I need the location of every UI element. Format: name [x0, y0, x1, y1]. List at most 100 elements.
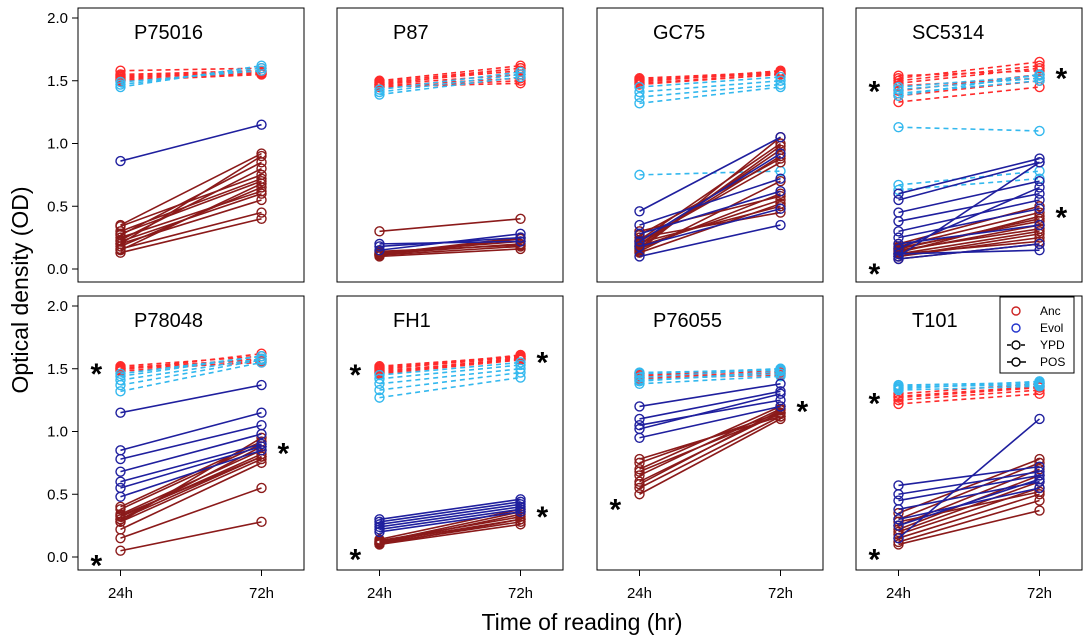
panel-fh1: FH1 * * * * 24h 72h [336, 295, 564, 602]
data-point [775, 364, 786, 376]
data-line [379, 500, 521, 523]
data-line [898, 389, 1040, 401]
data-point [115, 545, 126, 556]
data-line [898, 509, 1040, 546]
data-point [256, 173, 267, 184]
data-point [893, 251, 904, 262]
data-point [893, 504, 904, 515]
series-evol-ypd [115, 351, 267, 397]
panel-p76055: P76055 * * 24h 72h [596, 295, 824, 602]
data-line [120, 72, 262, 78]
series-evol-ypd [115, 60, 267, 93]
significance-star: * [278, 437, 290, 470]
data-point [893, 381, 904, 392]
y-axis-title: Optical density (OD) [7, 186, 33, 393]
data-line [379, 82, 521, 88]
data-point [634, 374, 645, 386]
data-line [639, 142, 781, 241]
data-line [898, 67, 1040, 85]
data-point [115, 466, 126, 477]
data-line [120, 455, 262, 517]
series-anc-pos [115, 432, 267, 556]
data-line [898, 478, 1040, 527]
data-point [115, 491, 126, 502]
data-line [379, 218, 521, 233]
data-point [775, 71, 786, 83]
panel-p87: P87 [336, 7, 564, 283]
series-anc-ypd [634, 65, 786, 90]
legend-label: Evol [1040, 321, 1063, 335]
data-line [379, 503, 521, 526]
data-point [1034, 486, 1045, 497]
data-point [256, 407, 267, 418]
y-tick-label: 2.0 [47, 10, 68, 27]
data-point [515, 353, 526, 364]
data-line [898, 487, 1040, 521]
legend-label: Anc [1040, 304, 1061, 318]
data-line [639, 415, 781, 489]
data-point [1034, 379, 1045, 391]
data-point [775, 185, 786, 197]
data-point [634, 466, 645, 477]
data-line [898, 490, 1040, 523]
data-line [639, 76, 781, 88]
series-evol-pos [374, 228, 526, 256]
data-line [898, 385, 1040, 398]
data-line [379, 367, 521, 385]
data-point [515, 213, 526, 225]
series-anc-pos [374, 213, 526, 262]
data-point [893, 216, 904, 227]
data-point [634, 251, 645, 262]
y-tick-label: 0.0 [47, 549, 68, 566]
data-line [639, 83, 781, 98]
data-line [898, 157, 1040, 195]
data-point [634, 236, 645, 247]
data-line [120, 123, 262, 162]
data-line [379, 355, 521, 369]
legend-marker [1011, 306, 1021, 316]
data-point [515, 506, 526, 518]
data-point [1034, 65, 1045, 76]
data-line [379, 79, 521, 88]
data-line [379, 240, 521, 245]
significance-star: * [349, 359, 361, 392]
panel-title: P75016 [134, 22, 203, 44]
data-line [120, 449, 262, 498]
data-line [120, 357, 262, 370]
data-point [634, 247, 645, 258]
data-point [893, 532, 904, 544]
data-line [639, 207, 781, 248]
data-line [379, 356, 521, 370]
data-line [379, 236, 521, 255]
data-line [639, 409, 781, 485]
legend-marker [1011, 357, 1021, 367]
legend-marker [1011, 340, 1021, 350]
data-point [775, 378, 786, 390]
data-line [120, 462, 262, 531]
data-line [639, 370, 781, 376]
legend: Anc Evol YPD POS [999, 296, 1075, 374]
data-point [634, 401, 645, 412]
panel-title: P87 [393, 22, 429, 44]
data-point [1034, 473, 1045, 485]
data-point [634, 169, 645, 181]
data-point [775, 138, 786, 149]
data-point [256, 178, 267, 189]
data-point [374, 392, 385, 403]
y-tick-label: 0.0 [47, 261, 68, 278]
significance-star: * [1056, 202, 1068, 235]
data-point [1034, 223, 1045, 235]
data-point [256, 445, 267, 456]
data-line [898, 487, 1040, 536]
panel-t101: T101 * * 24h 72h [855, 295, 1083, 602]
data-point [256, 451, 267, 462]
data-line [898, 64, 1040, 82]
data-line [898, 240, 1040, 255]
data-point [374, 226, 385, 237]
data-line [898, 186, 1040, 250]
data-line [379, 67, 521, 86]
data-point [1034, 182, 1045, 193]
series-evol-ypd [374, 357, 526, 403]
data-line [379, 518, 521, 546]
panel-frame [855, 7, 1083, 283]
